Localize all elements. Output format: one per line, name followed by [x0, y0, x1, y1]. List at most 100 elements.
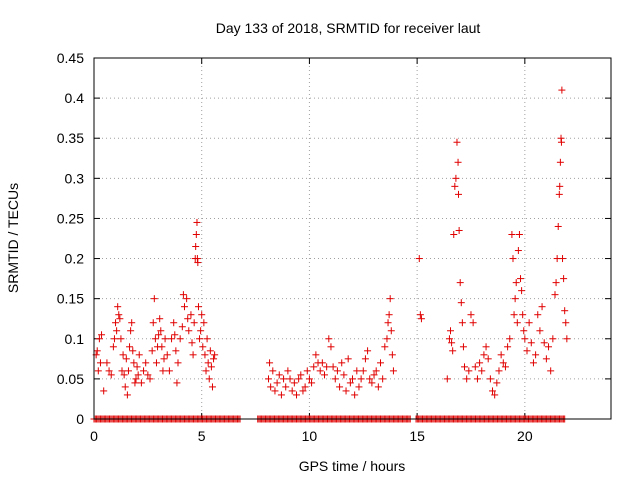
- data-point: [284, 367, 292, 375]
- data-point: [454, 158, 462, 166]
- data-point: [497, 351, 505, 359]
- data-point: [467, 311, 475, 319]
- data-point: [173, 379, 181, 387]
- data-point: [115, 311, 123, 319]
- data-point: [333, 367, 341, 375]
- data-point: [292, 391, 300, 399]
- data-point: [112, 319, 120, 327]
- data-point: [478, 367, 486, 375]
- data-point: [387, 327, 395, 335]
- data-point: [316, 367, 324, 375]
- data-point: [113, 327, 121, 335]
- data-point: [127, 327, 135, 335]
- data-point: [320, 371, 328, 379]
- data-point: [96, 359, 104, 367]
- data-point: [299, 387, 307, 395]
- data-point: [122, 355, 130, 363]
- data-point: [381, 343, 389, 351]
- data-point: [552, 279, 560, 287]
- data-point: [529, 359, 537, 367]
- data-point: [383, 335, 391, 343]
- data-point: [159, 367, 167, 375]
- data-point: [160, 355, 168, 363]
- data-point: [109, 343, 117, 351]
- data-point: [518, 287, 526, 295]
- data-point: [94, 367, 102, 375]
- chart-title: Day 133 of 2018, SRMTID for receiver lau…: [216, 20, 481, 36]
- data-points: [90, 86, 571, 423]
- data-point: [312, 351, 320, 359]
- data-point: [152, 359, 160, 367]
- data-point: [295, 375, 303, 383]
- y-tick-label: 0.15: [57, 291, 84, 307]
- data-point: [100, 387, 108, 395]
- data-point: [415, 255, 423, 263]
- data-point: [137, 379, 145, 387]
- data-point: [277, 391, 285, 399]
- data-point: [370, 371, 378, 379]
- data-point: [192, 230, 200, 238]
- data-point: [155, 331, 163, 339]
- y-tick-label: 0.2: [65, 251, 85, 267]
- data-point: [135, 351, 143, 359]
- data-point: [305, 375, 313, 383]
- data-point: [557, 138, 565, 146]
- data-point: [491, 391, 499, 399]
- data-point: [456, 279, 464, 287]
- data-point: [156, 315, 164, 323]
- data-point: [469, 319, 477, 327]
- data-point: [323, 363, 331, 371]
- data-point: [515, 230, 523, 238]
- x-tick-label: 20: [517, 428, 533, 444]
- data-point: [205, 375, 213, 383]
- x-tick-label: 0: [90, 428, 98, 444]
- data-point: [290, 379, 298, 387]
- data-point: [211, 351, 219, 359]
- data-point: [471, 363, 479, 371]
- data-point: [133, 363, 141, 371]
- data-point: [377, 359, 385, 367]
- data-point: [416, 311, 424, 319]
- data-point: [459, 343, 467, 351]
- data-point: [172, 347, 180, 355]
- data-point: [520, 327, 528, 335]
- data-point: [447, 327, 455, 335]
- data-point: [344, 355, 352, 363]
- data-point: [129, 347, 137, 355]
- data-point: [476, 359, 484, 367]
- data-point: [275, 371, 283, 379]
- data-point: [201, 351, 209, 359]
- data-point: [117, 335, 125, 343]
- data-point: [303, 367, 311, 375]
- data-point: [388, 351, 396, 359]
- data-point: [95, 335, 103, 343]
- data-point: [197, 327, 205, 335]
- data-point: [157, 327, 165, 335]
- data-point: [118, 367, 126, 375]
- data-point: [562, 319, 570, 327]
- y-tick-label: 0.25: [57, 210, 84, 226]
- data-point: [346, 379, 354, 387]
- data-point: [301, 383, 309, 391]
- data-point: [131, 379, 139, 387]
- data-point: [384, 319, 392, 327]
- data-point: [493, 379, 501, 387]
- data-point: [187, 311, 195, 319]
- data-point: [417, 315, 425, 323]
- data-point: [519, 311, 527, 319]
- y-axis-label: SRMTID / TECUs: [5, 183, 21, 293]
- data-point: [450, 230, 458, 238]
- data-point: [521, 335, 529, 343]
- data-point: [508, 230, 516, 238]
- data-point: [103, 359, 111, 367]
- data-point: [121, 383, 129, 391]
- data-point: [559, 255, 567, 263]
- data-point: [445, 335, 453, 343]
- data-point: [308, 379, 316, 387]
- data-point: [207, 363, 215, 371]
- data-point: [180, 303, 188, 311]
- x-tick-label: 10: [302, 428, 318, 444]
- data-point: [198, 311, 206, 319]
- data-point: [146, 375, 154, 383]
- data-point: [280, 375, 288, 383]
